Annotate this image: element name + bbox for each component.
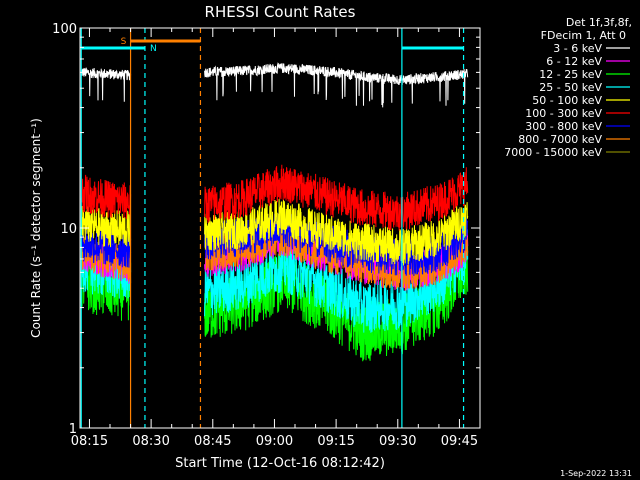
night-label: N <box>150 44 157 54</box>
x-axis-label: Start Time (12-Oct-16 08:12:42) <box>175 456 385 471</box>
y-tick-label: 1 <box>69 422 77 437</box>
x-tick-label: 09:00 <box>256 434 293 449</box>
x-tick-label: 08:30 <box>132 434 169 449</box>
legend-label: 6 - 12 keV <box>546 55 602 68</box>
y-axis-label: Count Rate (s⁻¹ detector segment⁻¹) <box>29 118 43 338</box>
legend-header-line-1: Det 1f,3f,8f, <box>566 16 632 29</box>
legend-label: 300 - 800 keV <box>525 120 602 133</box>
y-tick-label: 10 <box>60 222 77 237</box>
legend-label: 7000 - 15000 keV <box>504 146 602 159</box>
legend-label: 3 - 6 keV <box>553 42 602 55</box>
chart-title: RHESSI Count Rates <box>205 3 356 21</box>
y-tick-label: 100 <box>52 22 77 37</box>
legend-label: 25 - 50 keV <box>539 81 602 94</box>
x-tick-label: 09:30 <box>379 434 416 449</box>
series-line-100-300keV <box>80 164 469 231</box>
footer-date: 1-Sep-2022 13:31 <box>560 469 632 478</box>
x-tick-label: 08:45 <box>194 434 231 449</box>
axes-layer: 1 10 100 08:15 08:30 08:45 09:00 09:15 09:30 09:4… <box>52 22 481 449</box>
saa-label: S <box>121 37 127 47</box>
x-tick-label: 09:15 <box>317 434 354 449</box>
x-tick-label: 08:15 <box>71 434 108 449</box>
series-layer <box>80 62 469 362</box>
legend-label: 100 - 300 keV <box>525 107 602 120</box>
legend-label: 12 - 25 keV <box>539 68 602 81</box>
series-line-3-6keV <box>80 62 469 108</box>
series-line-50-100keV <box>80 198 469 266</box>
legend-label: 50 - 100 keV <box>532 94 602 107</box>
legend-header-line-2: FDecim 1, Att 0 <box>541 29 626 42</box>
legend-label: 800 - 7000 keV <box>518 133 602 146</box>
annotation-layer: SN <box>80 28 465 428</box>
x-tick-label: 09:45 <box>441 434 478 449</box>
